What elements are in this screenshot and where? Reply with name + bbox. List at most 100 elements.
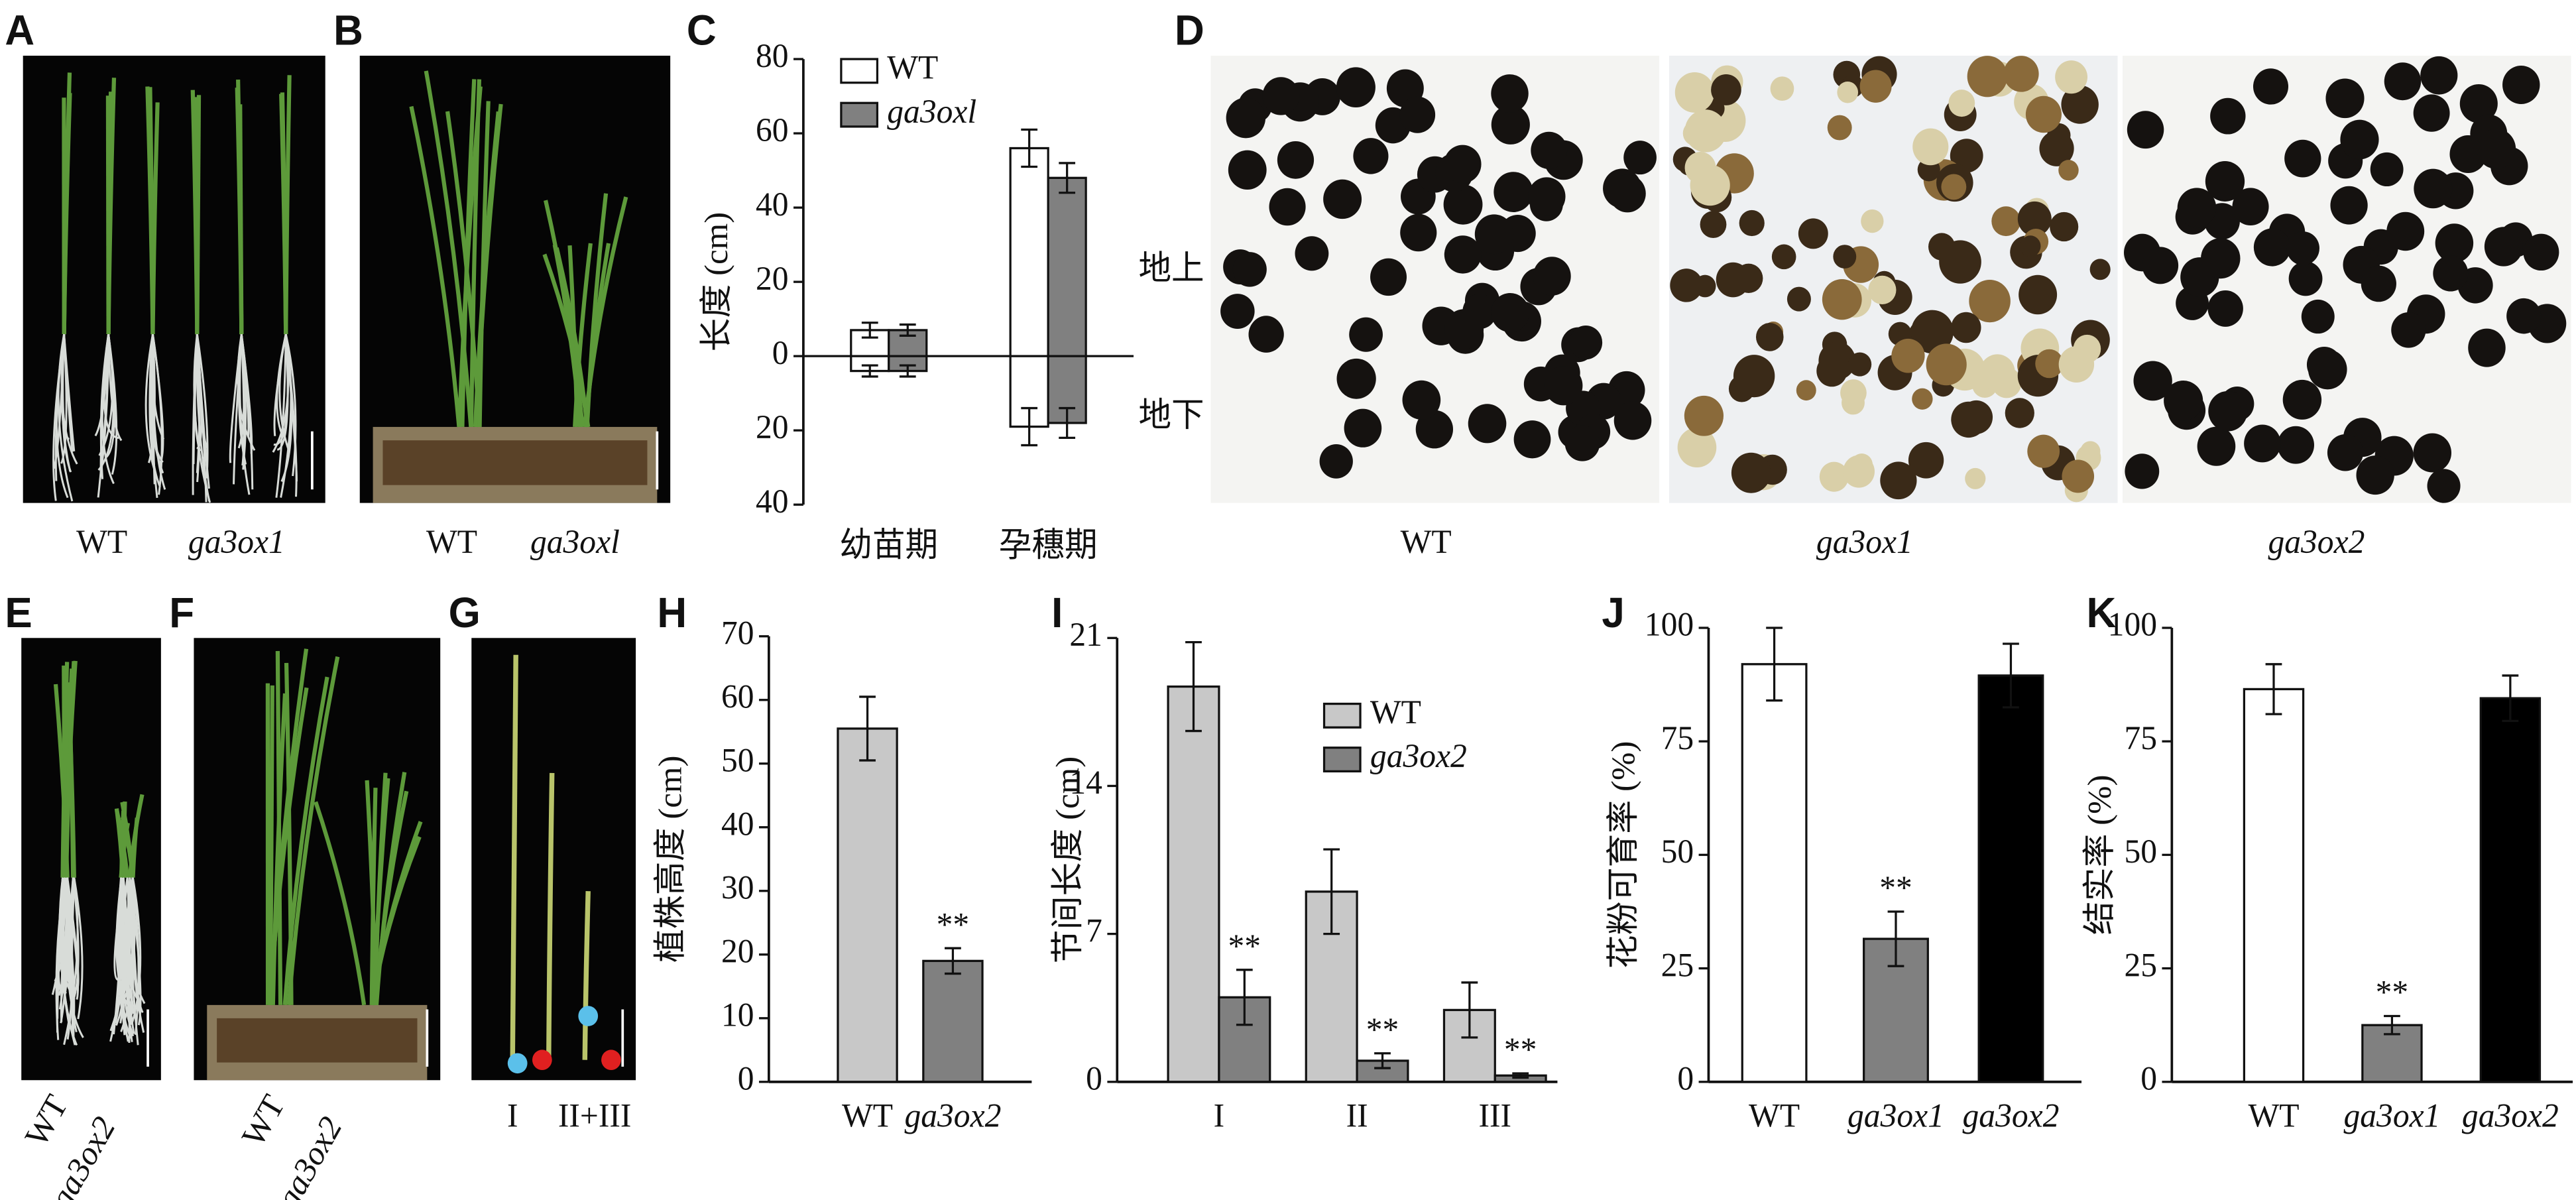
photo-detail: [1833, 245, 1857, 269]
photo-detail: [1739, 210, 1765, 237]
photo-detail: [542, 253, 591, 428]
photo-detail: [532, 1050, 552, 1070]
y-tick-label: 14: [1069, 764, 1102, 802]
photo-detail: [1796, 380, 1816, 401]
region-label: 地下: [1138, 396, 1204, 434]
photo-detail: [2523, 233, 2559, 271]
photo: [23, 56, 325, 503]
photo-label: ga3ox1: [188, 522, 285, 560]
significance: **: [937, 906, 970, 943]
photo-detail: [1798, 218, 1828, 249]
photo: [471, 638, 636, 1081]
y-axis-label: 植株高度 (cm): [652, 756, 688, 963]
photo-detail: [131, 877, 145, 1033]
y-tick-label: 50: [1661, 832, 1694, 870]
photo: [194, 638, 441, 1081]
photo-detail: [1468, 404, 1507, 444]
photo-detail: [1960, 400, 1993, 434]
x-tick-label: WT: [842, 1097, 893, 1134]
photo-detail: [60, 877, 68, 1022]
significance: **: [2376, 973, 2409, 1011]
photo-detail: [94, 333, 110, 437]
photo-detail: [196, 334, 210, 502]
x-tick-label: ga3ox1: [1847, 1097, 1944, 1134]
photo-detail: [117, 877, 132, 1039]
photo-detail: [60, 333, 78, 465]
photo-detail: [1319, 444, 1353, 479]
photo-detail: [1444, 309, 1484, 349]
photo-detail: [282, 676, 329, 1006]
photo-detail: [1402, 380, 1441, 420]
photo-detail: [1755, 322, 1784, 351]
photo-detail: [371, 778, 390, 1005]
photo-detail: [1711, 74, 1741, 105]
photo-detail: [1926, 343, 1967, 386]
photo-detail: [62, 93, 72, 335]
photo-detail: [270, 693, 288, 1005]
panel-letter: I: [1051, 589, 1063, 636]
photo-detail: [578, 1006, 599, 1026]
photo-detail: [66, 877, 80, 988]
photo-detail: [2027, 434, 2060, 468]
photo-detail: [1880, 461, 1917, 500]
photo-detail: [1991, 206, 2020, 237]
photo-detail: [1569, 326, 1603, 360]
photo-detail: [2301, 299, 2335, 334]
photo-detail: [196, 333, 210, 489]
photo-detail: [1232, 252, 1267, 287]
y-tick-label: 21: [1069, 615, 1102, 653]
photo-detail: [1531, 131, 1568, 170]
photo-detail: [460, 79, 477, 428]
photo-detail: [2282, 379, 2322, 420]
photo-label: WT: [76, 522, 127, 560]
photo-detail: [1295, 236, 1329, 271]
x-tick-label: ga3ox2: [2462, 1097, 2559, 1134]
photo-detail: [2502, 66, 2540, 104]
photo-detail: [2207, 290, 2243, 327]
legend-label: WT: [1370, 693, 1421, 731]
photo-detail: [2197, 426, 2236, 466]
photo-detail: [2142, 247, 2179, 284]
photo-detail: [1868, 275, 1897, 305]
photo-detail: [1965, 467, 1986, 489]
photo-detail: [1323, 179, 1362, 219]
y-tick-label: 40: [756, 482, 789, 520]
y-tick-label: 0: [772, 333, 789, 371]
bar: [1047, 176, 1087, 357]
photo-detail: [119, 877, 133, 1016]
photo-detail: [510, 654, 518, 1060]
photo-label: ga3oxl: [530, 522, 620, 560]
photo-detail: [1344, 408, 1382, 448]
photo-detail: [1911, 310, 1954, 354]
photo-label: WT: [426, 522, 477, 560]
photo-detail: [2484, 227, 2523, 267]
y-tick-label: 20: [756, 408, 789, 446]
photo-detail: [148, 333, 156, 463]
photo-detail: [1370, 258, 1407, 296]
region-label: 地上: [1138, 249, 1204, 287]
photo-detail: [544, 200, 585, 428]
legend-label: ga3oxl: [887, 92, 976, 130]
bar: [1167, 685, 1220, 1083]
photo-detail: [1269, 188, 1306, 226]
photo-detail: [276, 333, 289, 451]
photo-detail: [2384, 62, 2422, 101]
y-axis-label: 结实率 (%): [2081, 775, 2117, 935]
photo-detail: [280, 333, 292, 498]
photo-detail: [276, 333, 287, 438]
y-tick-label: 100: [1645, 605, 1694, 643]
photo-label: ga3ox1: [1816, 522, 1913, 560]
photo-detail: [145, 86, 155, 335]
photo-label: WT: [1401, 522, 1452, 560]
x-tick-label: WT: [1749, 1097, 1800, 1134]
photo-detail: [1684, 152, 1716, 184]
photo-detail: [1513, 420, 1551, 459]
photo-detail: [601, 1050, 621, 1070]
significance: **: [1228, 927, 1261, 965]
photo-detail: [1491, 105, 1530, 145]
photo-detail: [2420, 56, 2458, 95]
photo-detail: [314, 801, 367, 1006]
photo-detail: [1700, 211, 1727, 239]
significance: **: [1366, 1010, 1399, 1048]
